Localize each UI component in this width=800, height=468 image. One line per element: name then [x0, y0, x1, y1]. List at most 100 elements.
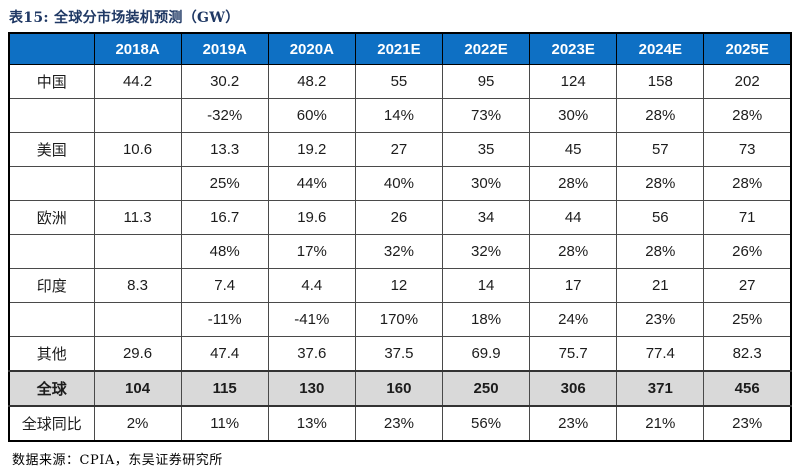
table-cell: 56: [616, 200, 705, 235]
table-cell: 23%: [529, 405, 618, 442]
row-label: [8, 234, 95, 269]
table-cell: 69.9: [441, 336, 531, 372]
table-cell: 28%: [529, 234, 618, 269]
table-cell: 30%: [529, 98, 618, 133]
table-cell: 37.5: [354, 336, 444, 372]
table-row: -11% -41% 170% 18% 24% 23% 25%: [8, 302, 792, 337]
table-cell: 73: [703, 132, 792, 167]
table-cell: 73%: [441, 98, 531, 133]
table-cell: 115: [180, 370, 269, 407]
table-cell: 11%: [180, 405, 269, 442]
table-row: 美国 10.6 13.3 19.2 27 35 45 57 73: [8, 132, 792, 167]
table-cell: 371: [616, 370, 705, 407]
header-cell-2022E: 2022E: [441, 32, 531, 65]
table-row: 全球同比 2% 11% 13% 23% 56% 23% 21% 23%: [8, 405, 792, 442]
table-cell: 202: [703, 64, 792, 99]
table-cell: 28%: [616, 234, 705, 269]
table-row: 印度 8.3 7.4 4.4 12 14 17 21 27: [8, 268, 792, 303]
table-cell: -11%: [180, 302, 269, 337]
table-cell: 28%: [529, 166, 618, 201]
table-cell: 11.3: [93, 200, 182, 235]
table-cell: 27: [354, 132, 444, 167]
row-label: 欧洲: [8, 200, 95, 235]
table-cell: 25%: [703, 302, 792, 337]
table-cell: 14: [441, 268, 531, 303]
row-label: 印度: [8, 268, 95, 303]
table-cell: 44: [529, 200, 618, 235]
row-label: 全球同比: [8, 405, 95, 442]
table-cell: 16.7: [180, 200, 269, 235]
table-cell: 8.3: [93, 268, 182, 303]
header-cell-2021E: 2021E: [354, 32, 444, 65]
table-cell: 170%: [354, 302, 444, 337]
table-row: 欧洲 11.3 16.7 19.6 26 34 44 56 71: [8, 200, 792, 235]
row-label: 中国: [8, 64, 95, 99]
table-cell: 21: [616, 268, 705, 303]
table-cell: 104: [93, 370, 182, 407]
total-row: 全球 104 115 130 160 250 306 371 456: [8, 370, 792, 407]
table-cell: [93, 98, 182, 133]
table-cell: 21%: [616, 405, 705, 442]
row-label: 全球: [8, 370, 95, 407]
header-cell-2025E: 2025E: [703, 32, 792, 65]
table-cell: 34: [441, 200, 531, 235]
table-title: 表15: 全球分市场装机预测（GW）: [9, 10, 240, 26]
table-row: 48% 17% 32% 32% 28% 28% 26%: [8, 234, 792, 269]
table-header: 2018A 2019A 2020A 2021E 2022E 2023E 2024…: [8, 32, 792, 65]
table-cell: 10.6: [93, 132, 182, 167]
row-label: [8, 302, 95, 337]
table-cell: 23%: [354, 405, 444, 442]
table-cell: 77.4: [616, 336, 705, 372]
table-row: -32% 60% 14% 73% 30% 28% 28%: [8, 98, 792, 133]
table-cell: 29.6: [93, 336, 182, 372]
table-cell: 28%: [616, 98, 705, 133]
table-row: 中国 44.2 30.2 48.2 55 95 124 158 202: [8, 64, 792, 99]
table-cell: 160: [354, 370, 444, 407]
table-cell: 71: [703, 200, 792, 235]
table-cell: 17: [529, 268, 618, 303]
table-cell: 27: [703, 268, 792, 303]
table-cell: 14%: [354, 98, 444, 133]
table-cell: [93, 234, 182, 269]
table-cell: -41%: [267, 302, 356, 337]
table-cell: 95: [441, 64, 531, 99]
table-cell: 28%: [616, 166, 705, 201]
table-cell: 4.4: [267, 268, 356, 303]
table-cell: 25%: [180, 166, 269, 201]
table-cell: 48.2: [267, 64, 356, 99]
table-body: 中国 44.2 30.2 48.2 55 95 124 158 202 -32% 60% 14% 73%…: [8, 64, 792, 442]
table-cell: 56%: [441, 405, 531, 442]
table-cell: [93, 302, 182, 337]
table-cell: 26%: [703, 234, 792, 269]
table-cell: -32%: [180, 98, 269, 133]
table-cell: 32%: [441, 234, 531, 269]
table-cell: 18%: [441, 302, 531, 337]
header-cell-2018A: 2018A: [93, 32, 182, 65]
table-cell: 19.2: [267, 132, 356, 167]
header-cell-2024E: 2024E: [616, 32, 705, 65]
header-cell-2023E: 2023E: [529, 32, 618, 65]
header-cell-2019A: 2019A: [180, 32, 269, 65]
header-cell-2020A: 2020A: [267, 32, 356, 65]
table-cell: 30%: [441, 166, 531, 201]
table-cell: 306: [529, 370, 618, 407]
table-cell: 13.3: [180, 132, 269, 167]
table-cell: 55: [354, 64, 444, 99]
table-cell: 35: [441, 132, 531, 167]
table-cell: 19.6: [267, 200, 356, 235]
table-cell: [93, 166, 182, 201]
table-cell: 124: [529, 64, 618, 99]
table-cell: 17%: [267, 234, 356, 269]
table-cell: 45: [529, 132, 618, 167]
table-cell: 456: [703, 370, 792, 407]
table-cell: 30.2: [180, 64, 269, 99]
table-cell: 48%: [180, 234, 269, 269]
table-cell: 44.2: [93, 64, 182, 99]
table-cell: 23%: [616, 302, 705, 337]
table-cell: 2%: [93, 405, 182, 442]
table-cell: 82.3: [703, 336, 792, 372]
row-label: [8, 166, 95, 201]
table-cell: 28%: [703, 98, 792, 133]
table-row: 其他 29.6 47.4 37.6 37.5 69.9 75.7 77.4 82.3: [8, 336, 792, 372]
header-cell-label: [8, 32, 95, 65]
